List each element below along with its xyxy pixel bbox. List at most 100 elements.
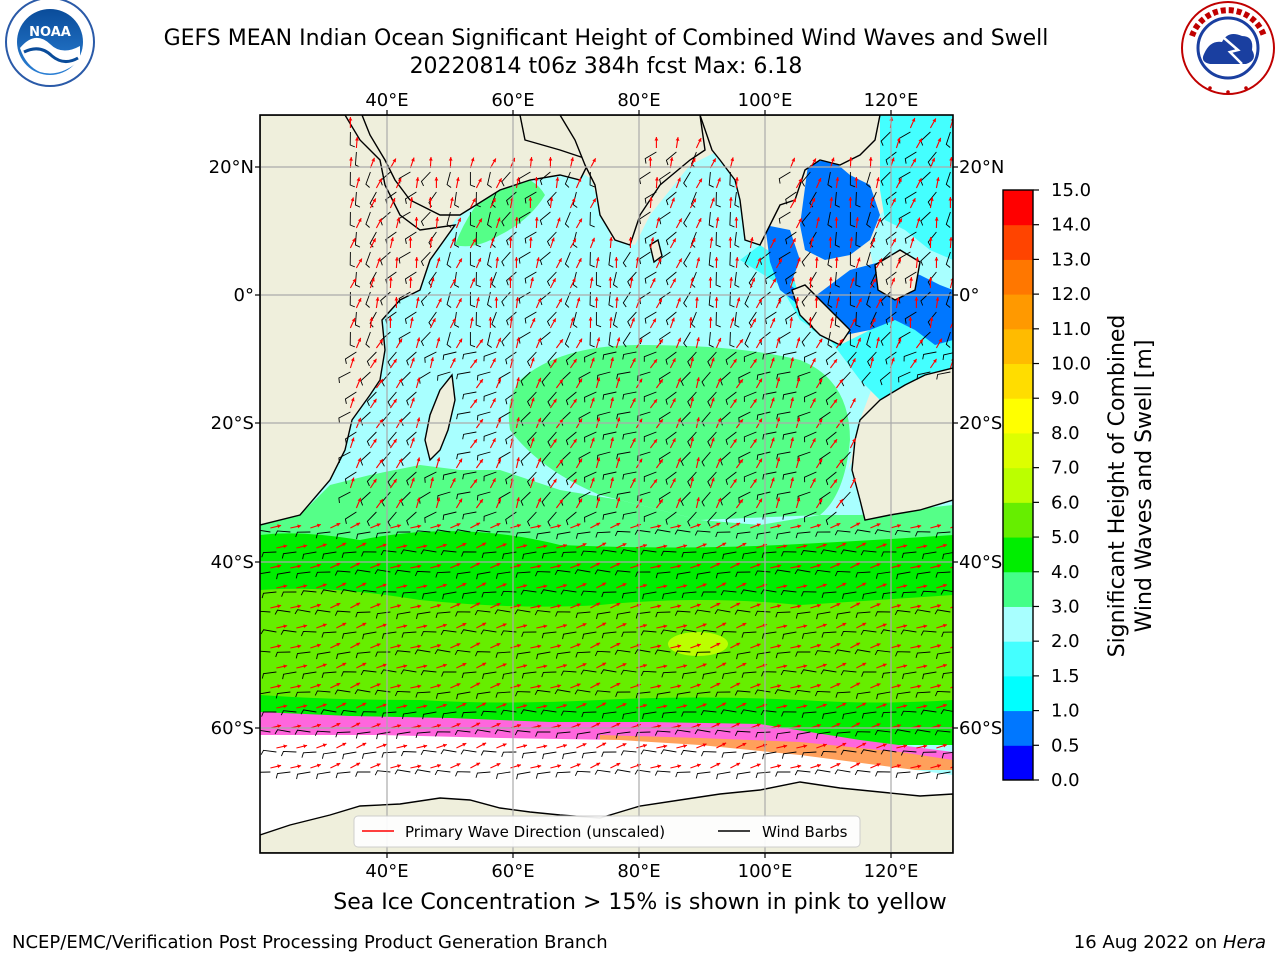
wind-barb [659,211,671,225]
wave-direction-arrowhead [917,524,922,529]
wind-barb [760,589,777,595]
wind-barb [637,371,651,381]
wind-barb [681,551,697,558]
wind-barb [627,271,637,287]
wind-barb [281,551,297,559]
wave-direction-arrowhead [570,317,575,322]
wind-barb [469,211,476,228]
wave-direction-arrowhead [716,762,721,767]
wave-direction-arrowhead [297,524,302,529]
wind-barb [729,331,735,348]
wave-direction-arrowhead [372,438,377,443]
wind-barb [565,391,577,406]
colorbar-tick-label: 8.0 [1051,423,1080,444]
wave-direction-arrowhead [473,359,478,364]
wind-barb [521,751,537,759]
wind-barb [589,291,595,308]
wind-barb [754,610,771,616]
wave-direction-arrowhead [277,684,282,689]
wave-direction-arrowhead [557,684,562,688]
wind-barb [456,411,471,420]
wind-barb [819,371,831,385]
wind-barb [442,591,457,600]
wave-direction-arrowhead [470,157,475,162]
wave-direction-arrowhead [471,277,476,282]
wind-barb [387,431,397,447]
wave-direction-arrowhead [797,257,801,262]
wind-barb [775,731,791,739]
wind-barb [825,391,837,406]
wave-direction-arrowhead [652,318,656,323]
wave-direction-arrowhead [283,704,288,709]
wind-barb [334,689,351,695]
wave-direction-arrowhead [657,684,662,689]
wind-barb [349,211,356,228]
wave-direction-arrowhead [411,157,415,162]
wind-barb [935,571,951,578]
wind-barb [518,211,531,224]
wave-direction-arrowhead [830,317,834,322]
wind-barb [754,689,771,695]
wave-direction-arrowhead [489,277,494,281]
wave-direction-arrowhead [657,724,662,729]
wind-barb [341,671,357,677]
wind-barb [602,391,617,400]
wind-barb [460,749,477,755]
wave-direction-arrowhead [671,317,675,322]
wind-barb [469,291,476,308]
wind-barb [435,611,451,619]
wind-barb [456,691,471,700]
wave-direction-arrowhead [852,478,856,483]
wave-direction-arrowhead [772,278,776,283]
wind-barb [720,709,737,715]
wave-direction-arrowhead [695,297,699,301]
wind-barb [816,611,831,620]
wind-barb [690,311,697,328]
wind-barb [496,771,511,779]
wind-barb [366,511,377,527]
wave-direction-arrowhead [557,724,562,728]
wave-direction-arrowhead [614,297,619,301]
wind-barb [369,231,377,248]
wind-barb [644,191,657,204]
wave-direction-arrowhead [808,317,813,321]
wave-direction-arrowhead [388,317,393,321]
wave-direction-arrowhead [528,237,533,241]
wave-direction-arrowhead [596,337,601,342]
wave-direction-arrowhead [872,318,876,323]
wave-direction-arrowhead [478,218,482,223]
wind-barb [398,291,411,304]
wave-direction-arrowhead [882,703,887,708]
wind-barb [469,251,476,268]
wind-barb [621,631,637,638]
wave-direction-arrowhead [856,522,861,527]
wind-barb [596,371,611,381]
wind-barb [866,171,871,188]
wave-direction-arrowhead [549,197,554,201]
wind-barb [622,431,637,440]
wave-direction-arrowhead [803,544,808,549]
wind-barb [916,371,931,380]
wave-direction-arrowhead [596,642,601,647]
wave-direction-arrowhead [917,644,922,649]
colorbar-segment [1003,224,1033,260]
wind-barb [800,550,817,556]
wind-barb [574,689,591,695]
wind-barb [755,731,771,738]
wind-barb [620,549,637,555]
wave-direction-arrowhead [742,662,747,667]
wave-direction-arrowhead [839,339,843,344]
wind-barb [422,711,437,720]
wave-direction-arrowhead [839,459,843,464]
wind-barb [655,611,671,618]
wave-direction-arrowhead [394,257,399,261]
wind-barb [455,571,471,579]
wave-direction-arrowhead [596,497,601,502]
wave-direction-arrowhead [717,337,722,342]
wave-direction-arrowhead [552,398,557,403]
wind-barb [580,590,597,596]
wave-direction-arrowhead [653,479,658,484]
wind-barb [914,609,931,615]
wind-barb [720,590,737,596]
wind-barb [536,651,551,660]
